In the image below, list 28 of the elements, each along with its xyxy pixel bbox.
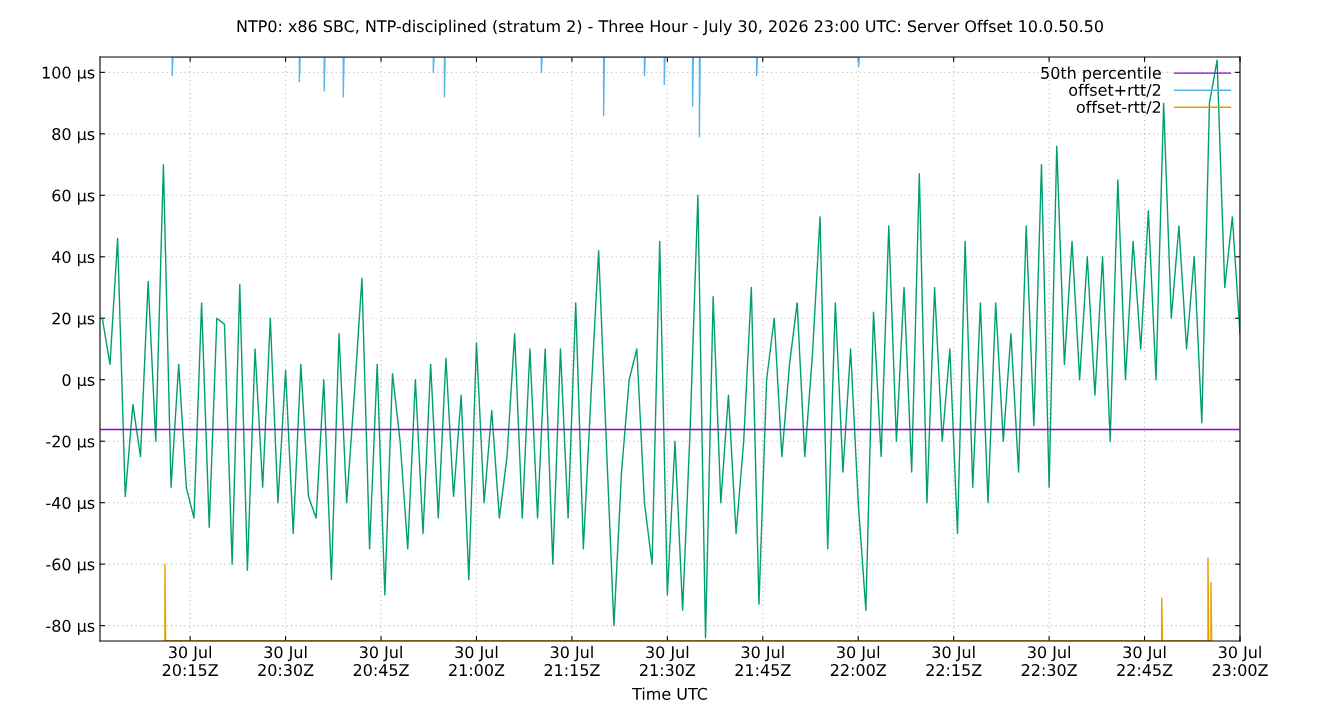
x-tick-label: 30 Jul 22:15Z	[926, 645, 982, 677]
legend-label: offset+rtt/2	[1069, 83, 1161, 98]
x-tick-label: 30 Jul 22:45Z	[1117, 645, 1173, 677]
y-tick-label: -80 µs	[46, 619, 95, 636]
x-tick-label: 30 Jul 21:30Z	[640, 645, 696, 677]
x-tick-label: 30 Jul 21:45Z	[735, 645, 791, 677]
y-tick-label: 40 µs	[52, 251, 95, 267]
legend-label: offset-rtt/2	[1076, 100, 1161, 115]
legend-label: 50th percentile	[1041, 66, 1161, 83]
y-tick-label: -40 µs	[46, 496, 95, 513]
x-tick-label: 30 Jul 22:00Z	[830, 645, 886, 677]
x-tick-label: 30 Jul 21:15Z	[544, 645, 600, 677]
y-tick-label: -60 µs	[46, 558, 95, 574]
y-tick-label: 100 µs	[42, 66, 95, 82]
y-tick-label: 20 µs	[52, 312, 95, 328]
x-tick-label: 30 Jul 21:00Z	[449, 645, 505, 677]
y-tick-label: -20 µs	[46, 435, 95, 451]
chart-title: NTP0: x86 SBC, NTP-disciplined (stratum 2) - Three Hour - July 30, 2026 23:00 UTC: Server Offset 10.0.50.50	[237, 19, 1103, 36]
x-tick-label: 30 Jul 23:00Z	[1212, 645, 1268, 677]
x-tick-label: 30 Jul 20:15Z	[162, 645, 218, 677]
y-tick-label: 80 µs	[52, 128, 95, 144]
x-axis-title: Time UTC	[632, 687, 708, 700]
y-tick-label: 0 µs	[62, 373, 95, 390]
x-tick-label: 30 Jul 22:30Z	[1021, 645, 1077, 677]
line-series	[101, 59, 1240, 639]
y-tick-label: 60 µs	[52, 189, 95, 205]
x-tick-label: 30 Jul 20:30Z	[258, 645, 314, 677]
x-tick-label: 30 Jul 20:45Z	[353, 645, 409, 677]
